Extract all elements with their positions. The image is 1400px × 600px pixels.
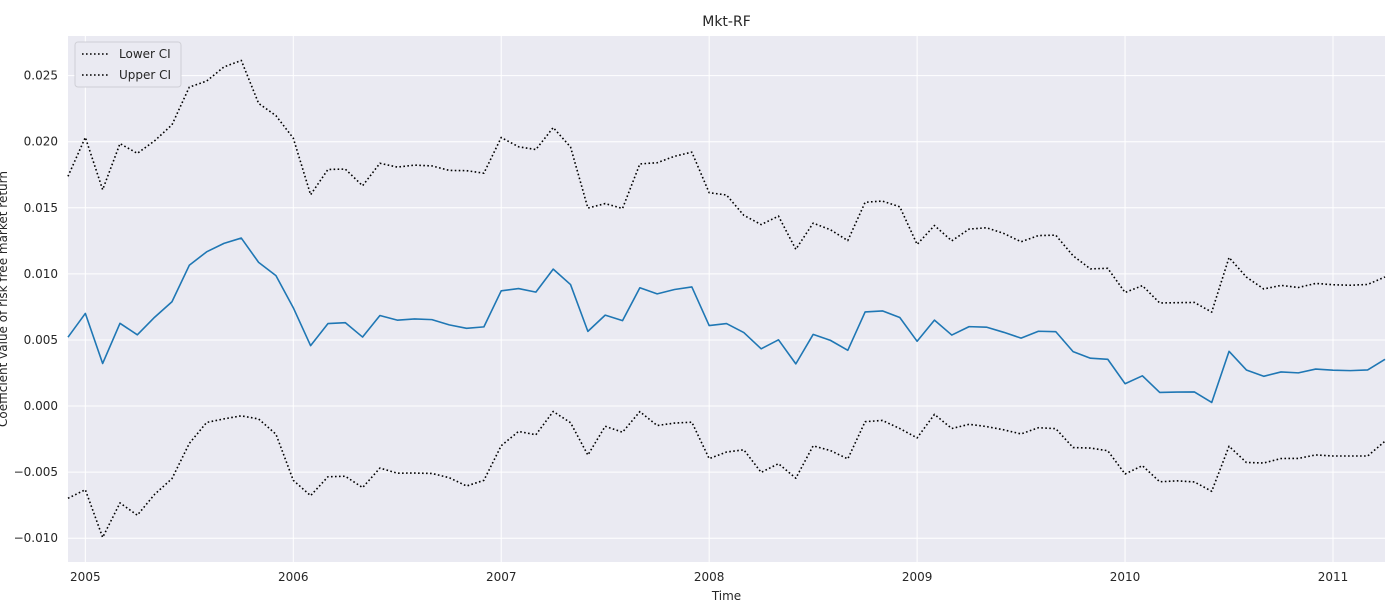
legend-label-lower-ci: Lower CI bbox=[119, 47, 171, 61]
y-tick-label: −0.010 bbox=[14, 531, 58, 545]
legend: Lower CI Upper CI bbox=[74, 41, 182, 88]
x-tick-label: 2008 bbox=[694, 570, 725, 584]
y-tick-label: 0.015 bbox=[24, 201, 58, 215]
y-tick-label: 0.000 bbox=[24, 399, 58, 413]
y-axis-label: Coefficient value of risk free market re… bbox=[0, 171, 10, 427]
series-coefficient bbox=[67, 237, 1386, 404]
y-tick-label: −0.005 bbox=[14, 465, 58, 479]
grid bbox=[68, 36, 1385, 562]
legend-box bbox=[74, 41, 182, 88]
x-tick-label: 2005 bbox=[70, 570, 101, 584]
x-axis-ticks: 2005 2006 2007 2008 2009 2010 2011 bbox=[70, 570, 1348, 584]
y-tick-label: 0.005 bbox=[24, 333, 58, 347]
x-tick-label: 2010 bbox=[1110, 570, 1141, 584]
y-tick-label: 0.025 bbox=[24, 69, 58, 83]
legend-label-upper-ci: Upper CI bbox=[119, 68, 171, 82]
x-tick-label: 2011 bbox=[1318, 570, 1349, 584]
x-tick-label: 2007 bbox=[486, 570, 517, 584]
x-axis-label: Time bbox=[711, 589, 741, 600]
y-axis-ticks: −0.010 −0.005 0.000 0.005 0.010 0.015 0.020 0.0… bbox=[14, 69, 58, 546]
y-tick-label: 0.010 bbox=[24, 267, 58, 281]
x-tick-label: 2006 bbox=[278, 570, 309, 584]
series-lower-ci bbox=[67, 410, 1386, 539]
y-tick-label: 0.020 bbox=[24, 135, 58, 149]
series-upper-ci bbox=[67, 59, 1386, 313]
x-tick-label: 2009 bbox=[902, 570, 933, 584]
series-lines bbox=[67, 59, 1386, 539]
plot-area bbox=[68, 36, 1385, 562]
chart-title: Mkt-RF bbox=[702, 14, 751, 30]
